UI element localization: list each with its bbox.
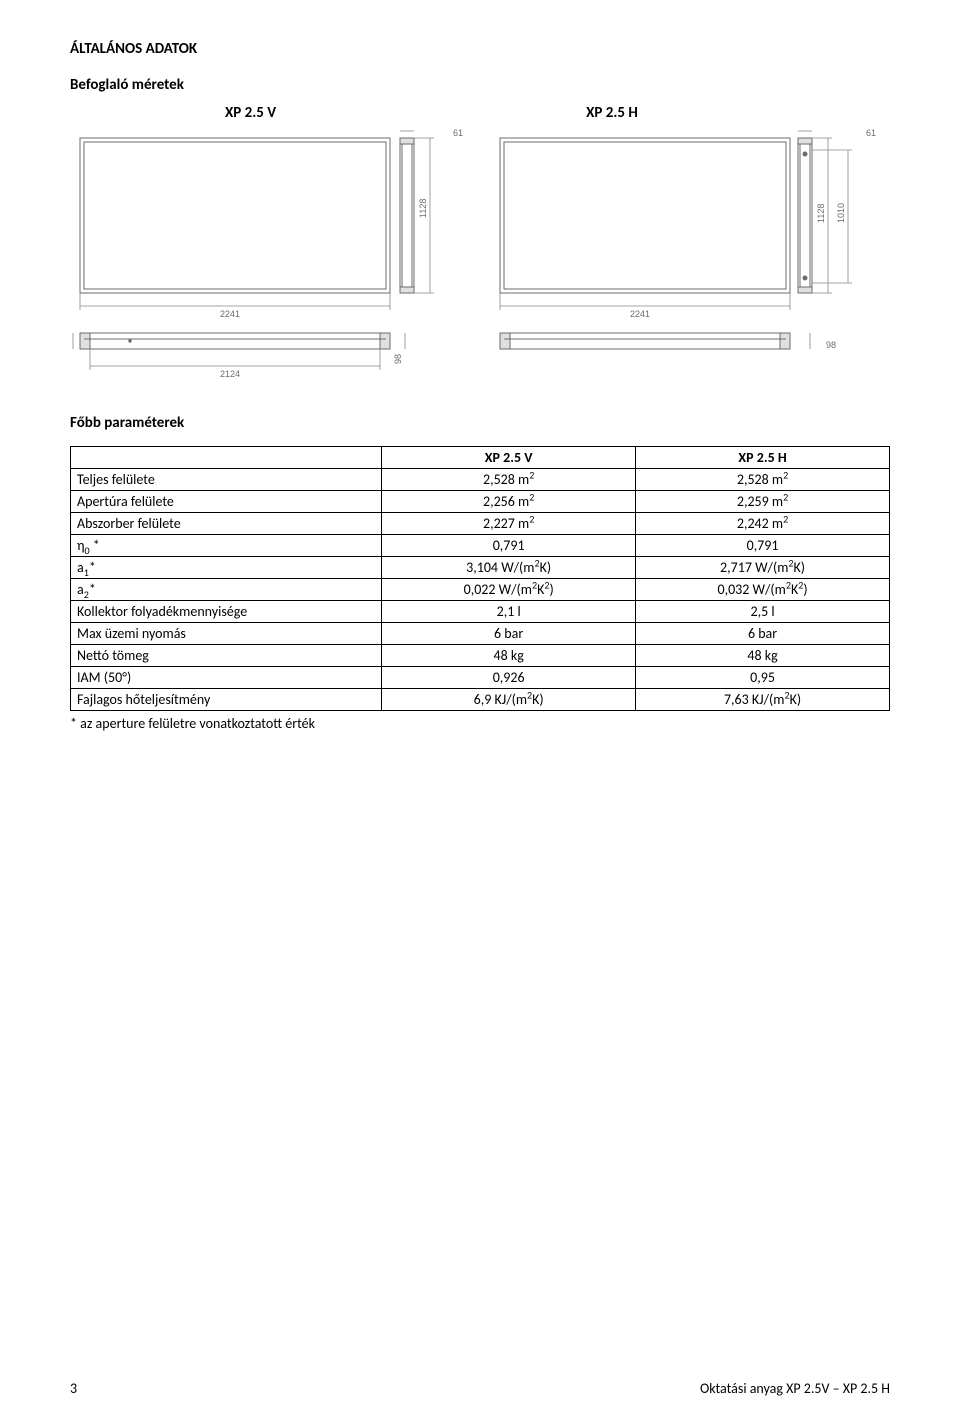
table-cell-label: IAM (50°) (71, 667, 382, 689)
table-cell-value: 48 kg (382, 645, 636, 667)
footer-page: 3 (70, 1380, 77, 1397)
table-cell-label: Teljes felülete (71, 469, 382, 491)
dim-right-height-inner: 1010 (836, 203, 846, 223)
table-cell-value: 48 kg (636, 645, 890, 667)
drawing-label-left: XP 2.5 V (225, 104, 276, 122)
drawing-left: 2241 2124 1128 61 61 98 (70, 128, 470, 388)
params-heading: Főbb paraméterek (70, 414, 890, 432)
table-cell-label: Max üzemi nyomás (71, 623, 382, 645)
table-cell-value: 0,791 (636, 535, 890, 557)
table-header-col2: XP 2.5 V (382, 447, 636, 469)
table-cell-value: 7,63 KJ/(m2K) (636, 689, 890, 711)
footer-doc: Oktatási anyag XP 2.5V – XP 2.5 H (700, 1380, 890, 1397)
table-row: Fajlagos hőteljesítmény6,9 KJ/(m2K)7,63 … (71, 689, 890, 711)
table-cell-label: η0 * (71, 535, 382, 557)
dim-left-height: 1128 (418, 199, 428, 218)
dim-left-width-top: 2241 (220, 309, 240, 319)
table-cell-label: Abszorber felülete (71, 513, 382, 535)
table-cell-value: 0,022 W/(m2K2) (382, 579, 636, 601)
dim-right-width-top: 2241 (630, 309, 650, 319)
drawing-right: 2241 1128 1010 61 98 (490, 128, 890, 388)
table-row: Abszorber felülete2,227 m22,242 m2 (71, 513, 890, 535)
footer: 3 Oktatási anyag XP 2.5V – XP 2.5 H (70, 1380, 890, 1397)
table-row: IAM (50°)0,9260,95 (71, 667, 890, 689)
table-row: Max üzemi nyomás6 bar6 bar (71, 623, 890, 645)
table-cell-label: Apertúra felülete (71, 491, 382, 513)
table-row: Kollektor folyadékmennyisége2,1 l2,5 l (71, 601, 890, 623)
table-cell-value: 0,032 W/(m2K2) (636, 579, 890, 601)
table-row: Nettó tömeg48 kg48 kg (71, 645, 890, 667)
table-cell-value: 2,528 m2 (636, 469, 890, 491)
table-cell-label: Kollektor folyadékmennyisége (71, 601, 382, 623)
table-cell-value: 3,104 W/(m2K) (382, 557, 636, 579)
table-cell-label: Nettó tömeg (71, 645, 382, 667)
table-header-blank (71, 447, 382, 469)
table-row: a2*0,022 W/(m2K2)0,032 W/(m2K2) (71, 579, 890, 601)
table-cell-value: 2,256 m2 (382, 491, 636, 513)
table-cell-value: 0,95 (636, 667, 890, 689)
table-cell-value: 2,242 m2 (636, 513, 890, 535)
table-cell-value: 6 bar (636, 623, 890, 645)
drawing-labels-row: XP 2.5 V XP 2.5 H (70, 104, 890, 122)
table-cell-label: a2* (71, 579, 382, 601)
dim-left-width-bottom: 2124 (220, 369, 240, 379)
params-table: XP 2.5 V XP 2.5 H Teljes felülete2,528 m… (70, 446, 890, 711)
table-cell-value: 2,5 l (636, 601, 890, 623)
table-row: Apertúra felülete2,256 m22,259 m2 (71, 491, 890, 513)
dim-right-side-w: 61 (866, 128, 876, 138)
table-cell-value: 2,717 W/(m2K) (636, 557, 890, 579)
dim-left-bottom-h: 98 (393, 354, 403, 364)
dim-right-bottom-h: 98 (826, 340, 836, 350)
table-footnote: * az aperture felületre vonatkoztatott é… (70, 715, 890, 732)
table-cell-value: 2,227 m2 (382, 513, 636, 535)
table-row: a1*3,104 W/(m2K)2,717 W/(m2K) (71, 557, 890, 579)
table-cell-value: 6 bar (382, 623, 636, 645)
table-row: Teljes felülete2,528 m22,528 m2 (71, 469, 890, 491)
dim-left-side-w: 61 (453, 128, 463, 138)
table-cell-value: 2,259 m2 (636, 491, 890, 513)
table-cell-value: 2,528 m2 (382, 469, 636, 491)
sub-heading: Befoglaló méretek (70, 76, 890, 94)
drawing-label-right: XP 2.5 H (586, 104, 638, 122)
dim-right-height-outer: 1128 (816, 204, 826, 223)
table-row: η0 *0,7910,791 (71, 535, 890, 557)
table-cell-value: 6,9 KJ/(m2K) (382, 689, 636, 711)
main-heading: ÁLTALÁNOS ADATOK (70, 40, 890, 58)
table-cell-value: 0,926 (382, 667, 636, 689)
table-cell-label: a1* (71, 557, 382, 579)
table-cell-value: 2,1 l (382, 601, 636, 623)
table-header-col3: XP 2.5 H (636, 447, 890, 469)
table-cell-label: Fajlagos hőteljesítmény (71, 689, 382, 711)
drawings-container: 2241 2124 1128 61 61 98 (70, 128, 890, 388)
table-cell-value: 0,791 (382, 535, 636, 557)
